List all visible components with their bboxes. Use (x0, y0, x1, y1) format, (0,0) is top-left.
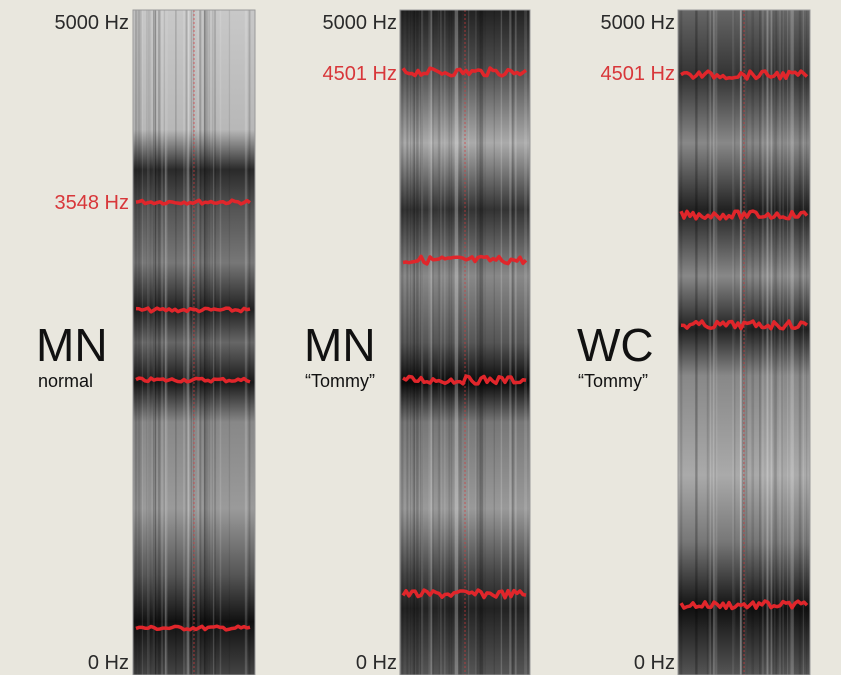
formant-track (401, 588, 527, 600)
marked-label: 4501 Hz (323, 63, 398, 85)
marked-label: 3548 Hz (55, 192, 130, 214)
top-label: 5000 Hz (323, 12, 398, 34)
formant-track (401, 66, 528, 78)
condition: “Tommy” (305, 371, 375, 391)
marked-label: 4501 Hz (601, 63, 676, 85)
spectrograms (132, 9, 811, 675)
condition: normal (38, 371, 93, 391)
frame (399, 9, 531, 675)
speaker: WC (577, 319, 654, 371)
formant-track (679, 209, 809, 221)
formant-track (135, 376, 251, 384)
spectrogram (677, 9, 811, 675)
formant-track (402, 254, 528, 266)
panel-2-labels: 5000 Hz 4501 Hz 0 Hz MN “Tommy” (304, 12, 397, 674)
formant-track (135, 306, 251, 314)
formant-track (402, 374, 527, 386)
top-label: 5000 Hz (601, 12, 676, 34)
formant-track (680, 319, 809, 331)
spectrogram (132, 9, 256, 675)
formant-track (135, 198, 252, 206)
panel-1-labels: 5000 Hz 3548 Hz 0 Hz MN normal (36, 12, 129, 674)
top-label: 5000 Hz (55, 12, 130, 34)
frame (677, 9, 811, 675)
speaker: MN (304, 319, 376, 371)
bottom-label: 0 Hz (634, 652, 675, 674)
panel-3-labels: 5000 Hz 4501 Hz 0 Hz WC “Tommy” (577, 12, 675, 674)
bottom-label: 0 Hz (88, 652, 129, 674)
condition: “Tommy” (578, 371, 648, 391)
formant-track (135, 624, 251, 632)
formant-track (679, 599, 809, 611)
formant-track (680, 69, 809, 81)
frame (132, 9, 256, 675)
spectrogram (399, 9, 531, 675)
bottom-label: 0 Hz (356, 652, 397, 674)
speaker: MN (36, 319, 108, 371)
